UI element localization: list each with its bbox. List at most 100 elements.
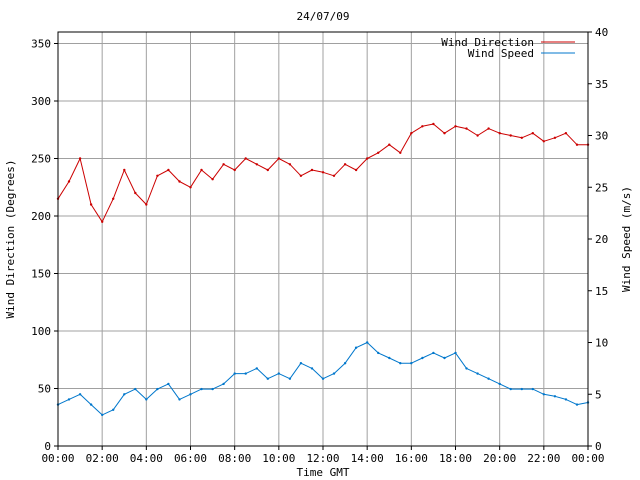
data-point-wind-speed [509,387,512,391]
data-point-wind-direction [564,132,568,135]
data-point-wind-speed [564,398,568,401]
data-point-wind-speed [377,351,380,355]
x-tick-label: 14:00 [351,452,384,465]
data-point-wind-direction [498,132,501,135]
x-tick-label: 04:00 [130,452,163,465]
legend-label-wind-direction: Wind Direction [441,36,534,49]
data-point-wind-direction [321,171,325,174]
data-point-wind-direction [310,168,314,172]
data-point-wind-direction [542,140,545,143]
data-point-wind-direction [222,163,225,166]
data-point-wind-direction [200,168,203,172]
y-right-axis-ticks: 0 5 10 15 20 25 30 35 40 [588,26,608,453]
y-right-tick-label: 35 [595,78,608,91]
x-axis-ticks: 00:00 02:00 04:00 06:00 08:00 10:00 12:00 14:00… [41,446,605,465]
data-point-wind-speed [178,398,181,401]
y-left-tick-label: 0 [44,440,51,453]
data-point-wind-direction [465,127,468,130]
grid-lines [58,32,588,446]
data-point-wind-speed [520,387,523,391]
data-point-wind-direction [156,174,159,177]
data-point-wind-direction [233,168,236,172]
y-right-tick-label: 25 [595,181,608,194]
data-point-wind-direction [101,220,104,223]
data-point-wind-direction [399,151,402,154]
data-point-wind-speed [421,356,424,360]
data-point-wind-speed [67,398,71,401]
y-right-tick-label: 15 [595,285,608,298]
y-left-axis-ticks: 0 50 100 150 200 250 300 350 [31,38,58,453]
data-point-wind-speed [145,398,148,401]
y-right-tick-label: 0 [595,440,602,453]
data-point-wind-direction [123,168,126,172]
data-point-wind-speed [123,393,126,396]
y-right-tick-label: 5 [595,388,602,401]
data-point-wind-direction [366,157,369,160]
data-point-wind-speed [222,382,225,386]
x-tick-label: 08:00 [218,452,251,465]
data-point-wind-direction [167,168,170,172]
data-point-wind-direction [354,168,358,172]
data-point-wind-speed [476,372,479,375]
data-point-wind-speed [321,377,325,380]
data-point-wind-speed [399,362,402,365]
data-point-wind-direction [410,132,413,135]
y-left-tick-label: 100 [31,325,51,338]
data-point-wind-direction [454,125,457,128]
data-point-wind-direction [377,151,380,154]
data-point-wind-direction [189,186,192,189]
data-point-wind-speed [454,351,457,355]
x-tick-label: 06:00 [174,452,207,465]
data-point-wind-speed [101,413,104,417]
data-point-wind-speed [498,382,501,386]
data-point-wind-direction [244,157,247,160]
data-point-wind-direction [476,134,479,137]
data-point-wind-speed [354,346,358,349]
y-right-tick-label: 10 [595,337,608,350]
data-point-wind-speed [310,367,314,370]
data-point-wind-speed [465,367,468,370]
data-point-wind-speed [233,372,236,375]
data-point-wind-speed [244,372,247,375]
data-point-wind-direction [145,203,148,206]
data-point-wind-speed [167,382,170,386]
y-right-tick-label: 40 [595,26,608,39]
data-point-wind-direction [134,191,137,195]
x-tick-label: 20:00 [483,452,516,465]
x-tick-label: 12:00 [306,452,339,465]
y-left-tick-label: 200 [31,210,51,223]
data-point-wind-direction [178,180,181,183]
y-right-tick-label: 20 [595,233,608,246]
y-left-tick-label: 50 [38,383,51,396]
x-tick-label: 16:00 [395,452,428,465]
data-point-wind-speed [134,387,137,391]
chart-title: 24/07/09 [297,10,350,23]
data-point-wind-speed [343,362,347,365]
x-tick-label: 18:00 [439,452,472,465]
data-point-wind-speed [112,408,115,411]
data-point-wind-direction [255,163,258,166]
y-left-tick-label: 300 [31,95,51,108]
data-point-wind-speed [432,351,435,355]
y-left-axis-label: Wind Direction (Degrees) [4,160,17,319]
legend-label-wind-speed: Wind Speed [468,47,534,60]
y-left-tick-label: 250 [31,153,51,166]
data-point-wind-speed [410,362,413,365]
data-point-wind-speed [575,403,579,406]
data-point-wind-speed [156,387,159,391]
y-left-tick-label: 150 [31,268,51,281]
data-point-wind-direction [575,143,579,146]
x-axis-label: Time GMT [297,466,350,479]
data-point-wind-direction [388,143,391,146]
data-point-wind-direction [509,134,512,137]
y-right-axis-label: Wind Speed (m/s) [620,186,633,292]
data-point-wind-speed [542,393,545,396]
data-point-wind-direction [332,174,336,177]
data-point-wind-speed [200,387,203,391]
data-point-wind-speed [388,356,391,360]
legend: Wind Direction Wind Speed [441,36,575,60]
x-tick-label: 02:00 [86,452,119,465]
data-point-wind-direction [78,157,82,160]
data-point-wind-speed [366,341,369,344]
